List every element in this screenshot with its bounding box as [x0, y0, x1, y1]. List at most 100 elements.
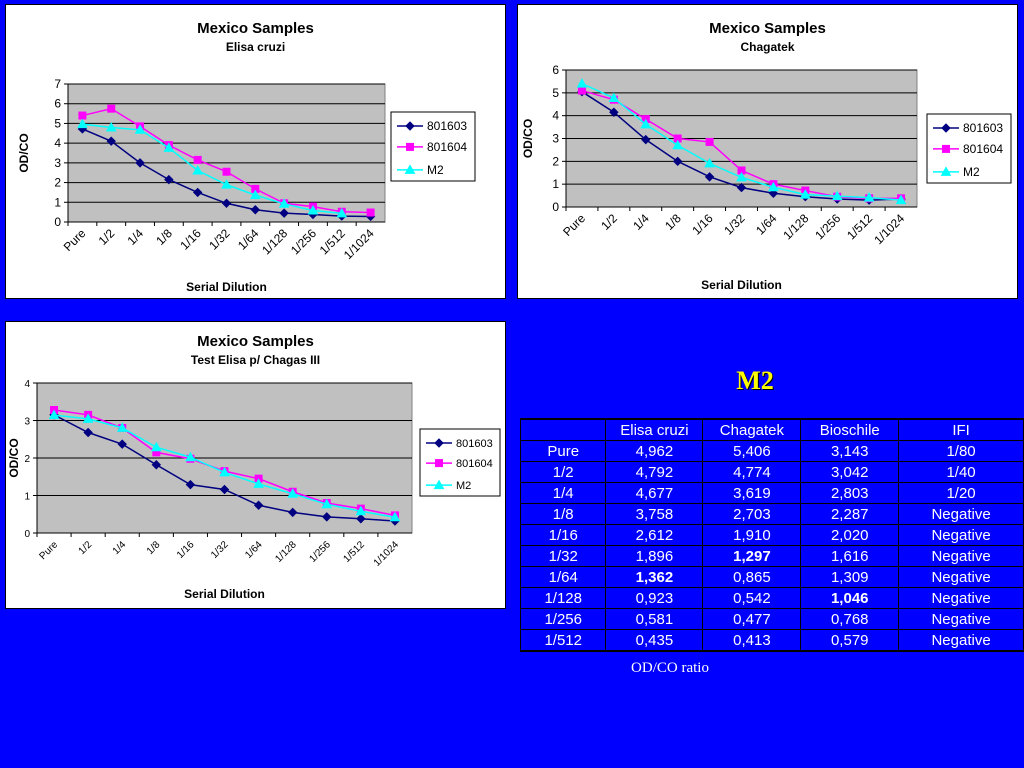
table-cell: 5,406: [702, 440, 802, 462]
table-cell: 1/20: [898, 482, 1024, 504]
x-tick-label: 1/128: [273, 539, 299, 565]
table-row-label: 1/128: [519, 587, 607, 609]
y-tick-label: 6: [54, 97, 61, 111]
legend-item: M2: [426, 479, 471, 492]
data-point: [82, 413, 94, 423]
legend-item: M2: [397, 163, 444, 177]
x-tick-label: 1/4: [630, 211, 652, 233]
data-point: [185, 479, 196, 490]
x-tick-label: 1/16: [689, 211, 716, 238]
legend-label: 801603: [456, 438, 493, 450]
data-point: [193, 155, 202, 164]
table-cell: 4,677: [605, 482, 704, 504]
table-row: 1/128 0,923 0,542 1,046 Negative: [519, 587, 1024, 609]
x-tick-label: 1/128: [780, 211, 811, 242]
legend: 801603 801604 M2: [419, 428, 501, 497]
x-axis-label: Serial Dilution: [184, 587, 265, 601]
table-cell: 3,619: [702, 482, 802, 504]
x-tick-label: 1/256: [812, 211, 843, 242]
data-point: [895, 194, 907, 205]
table-header-row: Elisa cruzi Chagatek Bioschile IFI: [519, 418, 1024, 441]
data-point: [253, 500, 264, 510]
table-row: 1/256 0,581 0,477 0,768 Negative: [519, 608, 1024, 630]
data-point: [134, 124, 146, 134]
table-header-cell: Chagatek: [702, 418, 802, 441]
y-axis-label: OD/CO: [521, 119, 535, 158]
data-point: [150, 441, 162, 452]
table-cell: 2,287: [800, 503, 900, 525]
x-tick-label: 1/256: [307, 539, 333, 565]
legend-marker: [406, 142, 414, 151]
x-tick-label: 1/64: [753, 211, 780, 238]
legend-marker: [433, 479, 445, 490]
chart-title: Mexico Samples: [709, 20, 826, 37]
table-cell: Negative: [898, 608, 1024, 630]
x-tick-label: 1/64: [243, 539, 265, 561]
table-caption: OD/CO ratio: [631, 660, 709, 676]
table-cell: Negative: [898, 629, 1024, 652]
data-point: [135, 158, 145, 168]
data-point: [799, 189, 811, 199]
table-row-label: 1/16: [519, 524, 607, 546]
table-row-label: 1/64: [519, 566, 607, 588]
x-tick-label: 1/2: [598, 211, 620, 233]
table-cell: 0,768: [800, 608, 900, 630]
data-point: [863, 192, 875, 202]
chart-elisa-cruzi: Mexico Samples Elisa cruzi 0 1 2 3 4 5 6 7 Pure 1/2…: [5, 4, 506, 299]
data-point: [831, 190, 843, 201]
y-axis-label: OD/CO: [7, 438, 21, 477]
table-header-cell: Bioschile: [800, 418, 900, 441]
legend-item: 801604: [426, 458, 493, 470]
legend: 801603 801604 M2: [390, 111, 476, 182]
data-point: [736, 182, 747, 193]
chart-chagatek: Mexico Samples Chagatek 0 1 2 3 4 5 6 Pure 1/2 1/4 1…: [517, 4, 1018, 299]
table-cell: 0,435: [605, 629, 704, 652]
table-cell: 2,020: [800, 524, 900, 546]
table-cell: 0,581: [605, 608, 704, 630]
x-tick-label: 1/16: [177, 226, 204, 253]
legend-item: 801604: [397, 140, 467, 154]
data-point: [355, 505, 367, 516]
legend-marker: [435, 459, 443, 468]
table-cell: 1/40: [898, 461, 1024, 483]
table-cell: 0,865: [702, 566, 802, 588]
x-tick-label: Pure: [560, 211, 588, 239]
legend-label: 801604: [427, 140, 467, 154]
y-tick-label: 5: [552, 86, 559, 100]
chart-test-elisa-chagas: Mexico Samples Test Elisa p/ Chagas III 0 1…: [5, 321, 506, 609]
table-cell: Negative: [898, 545, 1024, 567]
data-point: [221, 198, 232, 208]
legend-marker: [940, 166, 952, 176]
table-cell: 1,309: [800, 566, 900, 588]
series-M2: [77, 118, 348, 218]
table-row-label: 1/32: [519, 545, 607, 567]
table-row: 1/32 1,896 1,297 1,616 Negative: [519, 545, 1024, 567]
x-tick-label: 1/64: [235, 226, 262, 253]
table-cell: 3,758: [605, 503, 704, 525]
data-point: [219, 484, 230, 495]
table-cell: 0,413: [702, 629, 802, 652]
legend-item: 801603: [426, 438, 493, 450]
legend-label: M2: [963, 165, 980, 179]
y-tick-label: 4: [552, 109, 559, 123]
data-point: [106, 136, 116, 146]
data-point: [307, 205, 319, 215]
y-tick-label: 4: [24, 379, 30, 390]
data-point: [151, 460, 162, 470]
data-point: [640, 118, 652, 129]
x-tick-label: 1/16: [175, 539, 197, 561]
data-point: [219, 466, 230, 477]
x-tick-label: 1/32: [209, 539, 231, 561]
table-cell: 1,616: [800, 545, 900, 567]
legend-item: 801604: [933, 142, 1003, 156]
table-row-label: 1/8: [519, 503, 607, 525]
table-row-label: 1/512: [519, 629, 607, 652]
data-point: [736, 171, 747, 182]
data-point: [609, 107, 619, 117]
chart-chagatek-svg: Mexico Samples Chagatek 0 1 2 3 4 5 6 Pure 1/2 1/4 1…: [521, 20, 1012, 292]
legend-marker: [434, 438, 444, 448]
x-tick-label: 1/256: [288, 226, 319, 257]
chart-subtitle: Elisa cruzi: [226, 40, 285, 54]
x-tick-label: Pure: [37, 539, 60, 562]
y-tick-label: 0: [54, 215, 61, 229]
